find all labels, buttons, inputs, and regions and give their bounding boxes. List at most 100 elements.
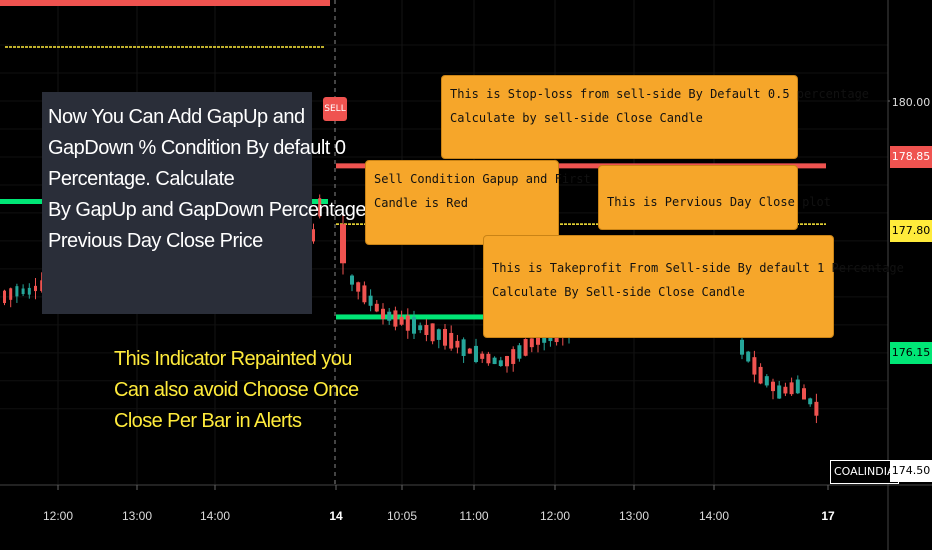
candle-body <box>393 310 398 327</box>
prev-close-callout[interactable]: This is Pervious Day Close plot <box>598 165 831 230</box>
prev-session-stoploss-line <box>0 0 330 6</box>
gap-note-line: Percentage. Calculate <box>48 168 235 190</box>
time-tick-label: 11:00 <box>459 509 489 523</box>
candle-body <box>771 381 775 392</box>
time-tick-label: 13:00 <box>618 509 650 523</box>
candle-body <box>795 379 800 394</box>
candle-body <box>474 345 478 363</box>
candle-body <box>802 388 806 400</box>
candle-body <box>449 332 454 349</box>
candle-body <box>362 285 367 303</box>
candle-body <box>461 339 466 356</box>
time-tick-label: 12:00 <box>539 509 571 523</box>
candle-body <box>21 288 25 295</box>
price-tick-180: 180.00 <box>890 92 932 114</box>
candle-body <box>436 329 441 340</box>
candle-body <box>480 353 485 359</box>
candle-body <box>777 385 782 399</box>
price-tick-label: 180.00 <box>891 96 931 109</box>
repaint-note-line: This Indicator Repainted you <box>114 348 352 370</box>
gap-condition-note: Now You Can Add GapUp and GapDown % Cond… <box>42 92 367 314</box>
stoploss-callout-line: This is Stop-loss from sell-side By Defa… <box>450 87 870 101</box>
candle-body <box>412 317 416 334</box>
candle-body <box>505 356 509 367</box>
candle-body <box>318 198 322 217</box>
sell-signal-marker[interactable]: SELL <box>323 97 347 121</box>
time-tick-label: 13:00 <box>121 509 153 523</box>
candle-body <box>3 290 6 304</box>
stoploss-level-line <box>336 163 826 169</box>
candle-body <box>529 338 534 348</box>
sell-signal-label: SELL <box>324 104 346 114</box>
candle-body <box>808 398 813 405</box>
candle-body <box>374 303 379 312</box>
candle-body <box>764 376 769 386</box>
time-tick-label: 14:00 <box>199 509 231 523</box>
candle-body <box>340 224 346 264</box>
time-tick: 13:00 <box>122 509 152 523</box>
time-tick: 10:05 <box>387 509 417 523</box>
candle-body <box>536 335 540 345</box>
candle-body <box>752 357 757 375</box>
stoploss-price-label: 178.85 <box>890 146 932 168</box>
prev-close-price-text: 177.80 <box>891 224 931 237</box>
session-day-tick: 14 <box>329 509 342 523</box>
time-tick: 12:00 <box>540 509 570 523</box>
candle-body <box>368 295 373 306</box>
time-tick-label: 10:05 <box>386 509 418 523</box>
gap-note-line: Now You Can Add GapUp and <box>48 106 305 128</box>
gap-note-line: GapDown % Condition By default 0 <box>48 137 346 159</box>
candle-body <box>356 282 361 292</box>
sell-condition-callout-line: Candle is Red <box>374 196 468 210</box>
candle-body <box>740 339 744 355</box>
prev-close-callout-line: This is Pervious Day Close plot <box>607 195 831 209</box>
repaint-note: This Indicator Repainted you Can also av… <box>114 344 359 437</box>
gap-note-line: By GapUp and GapDown Percentage <box>48 199 367 221</box>
candle-body <box>40 280 44 292</box>
stoploss-price-text: 178.85 <box>891 150 931 163</box>
gap-note-line: Previous Day Close Price <box>48 230 263 252</box>
candle-body <box>312 229 315 242</box>
takeprofit-callout[interactable]: This is Takeprofit From Sell-side By def… <box>483 235 904 338</box>
candle-body <box>34 285 37 292</box>
time-tick-label: 17 <box>821 509 835 523</box>
candle-body <box>9 288 13 300</box>
candle-body <box>467 348 472 354</box>
takeprofit-price-text: 176.15 <box>891 346 931 359</box>
time-tick: 12:00 <box>43 509 73 523</box>
time-tick-label: 14:00 <box>698 509 730 523</box>
candle-body <box>405 315 410 331</box>
candle-body <box>783 386 788 394</box>
candle-body <box>443 328 447 346</box>
last-price-label: 174.50 <box>890 460 932 482</box>
candle-body <box>486 353 491 364</box>
candle-body <box>399 316 404 325</box>
candle-body <box>15 286 19 297</box>
candle-body <box>455 340 460 348</box>
time-tick: 14:00 <box>200 509 230 523</box>
candle-body <box>418 325 423 331</box>
sell-condition-callout[interactable]: Sell Condition Gapup and First Candle is… <box>365 160 591 245</box>
last-price-text: 174.50 <box>891 464 931 477</box>
candle-body <box>523 338 528 356</box>
candle-body <box>746 351 751 362</box>
stoploss-callout-line: Calculate by sell-side Close Candle <box>450 111 703 125</box>
time-tick: 13:00 <box>619 509 649 523</box>
candle-body <box>789 382 794 395</box>
time-tick: 11:00 <box>459 509 488 523</box>
symbol-text: COALINDIA <box>834 465 895 478</box>
candle-body <box>814 401 819 416</box>
repaint-note-line: Close Per Bar in Alerts <box>114 410 302 432</box>
candle-body <box>758 366 763 384</box>
takeprofit-callout-line: This is Takeprofit From Sell-side By def… <box>492 261 904 275</box>
candle-body <box>517 345 522 359</box>
stoploss-callout[interactable]: This is Stop-loss from sell-side By Defa… <box>441 75 870 159</box>
prev-close-price-label: 177.80 <box>890 220 932 242</box>
session-day-tick: 17 <box>821 509 834 523</box>
candle-body <box>350 275 354 285</box>
candle-body <box>424 325 429 335</box>
candle-body <box>387 311 392 321</box>
sell-condition-callout-line: Sell Condition Gapup and First <box>374 172 591 186</box>
